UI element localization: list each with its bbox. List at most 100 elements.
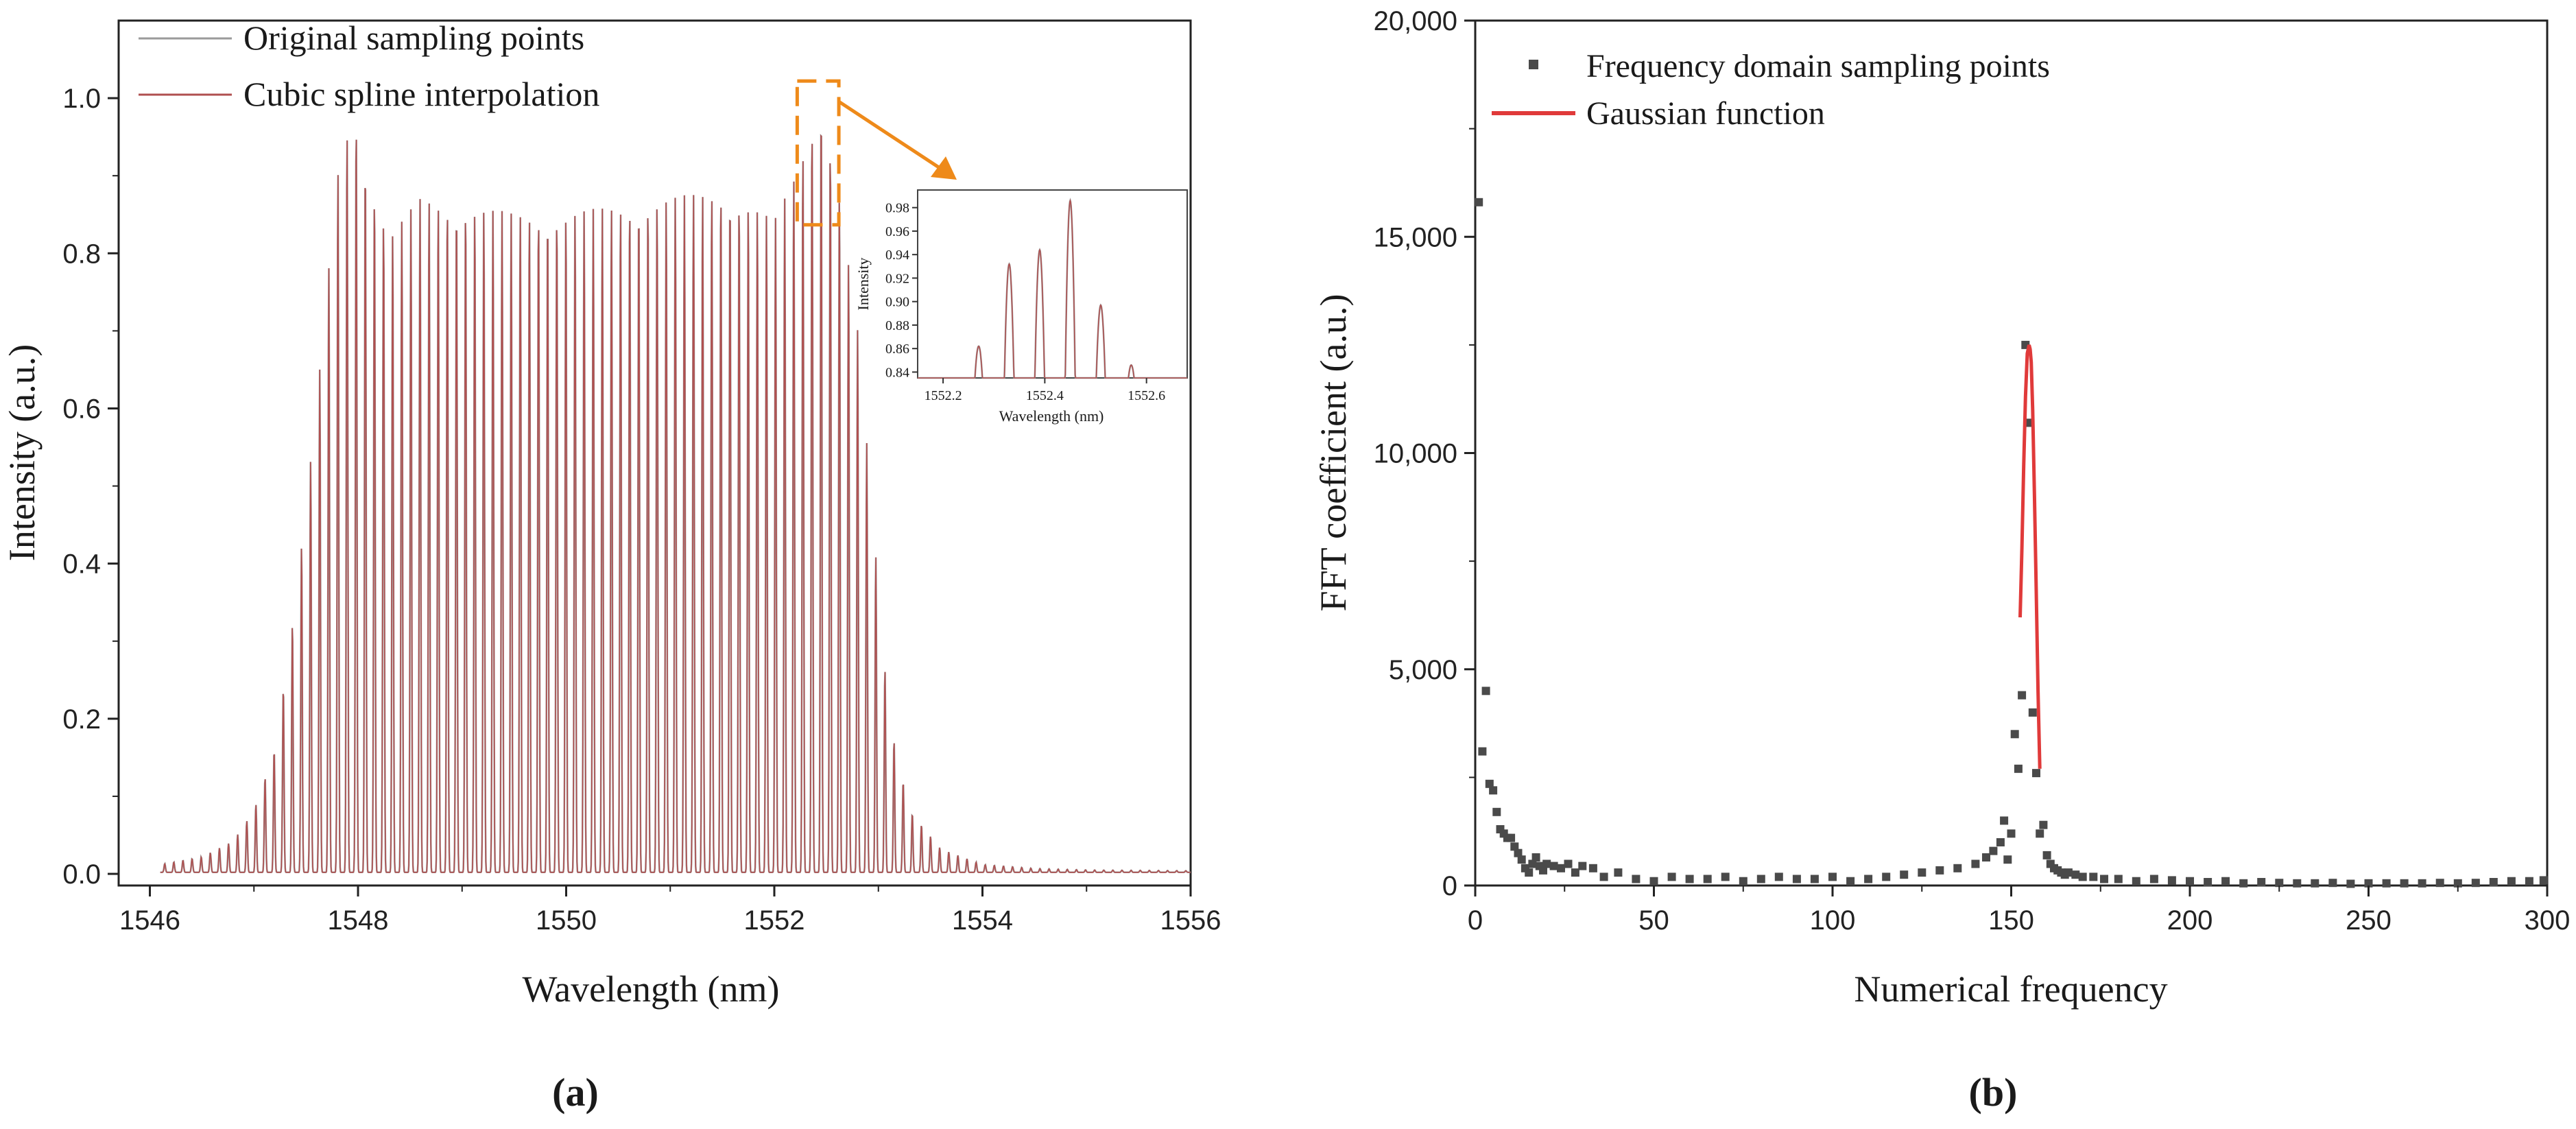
fft-sample-point bbox=[2471, 879, 2480, 888]
fft-sample-point bbox=[1721, 872, 1730, 881]
fft-sample-point bbox=[1685, 875, 1694, 883]
fft-sample-point bbox=[2132, 877, 2140, 886]
y-tick-label: 15,000 bbox=[1374, 222, 1457, 252]
inset-y-axis: 0.84 0.86 0.88 0.90 0.92 0.94 0.96 0.98 bbox=[885, 201, 918, 380]
fft-sample-point bbox=[2489, 878, 2498, 886]
fft-sample-point bbox=[2042, 851, 2051, 859]
fft-sample-point bbox=[1882, 872, 1891, 881]
fft-sample-point bbox=[1475, 198, 1483, 206]
fft-sample-point bbox=[2204, 878, 2213, 886]
fft-sample-point bbox=[2257, 878, 2266, 886]
panel-a-y-axis: 0.0 0.2 0.4 0.6 0.8 1.0 bbox=[62, 84, 119, 890]
x-tick-label: 1552 bbox=[744, 905, 805, 936]
fft-sample-point bbox=[1531, 853, 1540, 861]
fft-sample-point bbox=[1571, 868, 1579, 877]
y-tick-label: 0.6 bbox=[62, 394, 101, 424]
fft-sample-point bbox=[2003, 855, 2012, 864]
fft-sample-point bbox=[2078, 872, 2087, 881]
fft-sample-point bbox=[1525, 868, 1534, 877]
x-tick-label: 100 bbox=[1810, 905, 1856, 936]
panel-b-x-axis-label: Numerical frequency bbox=[1854, 968, 2167, 1010]
fft-sample-point bbox=[1864, 875, 1873, 883]
fft-sample-point bbox=[1996, 838, 2005, 846]
fft-sample-point bbox=[2346, 879, 2355, 888]
x-tick-label: 1550 bbox=[536, 905, 597, 936]
inset-plot-frame bbox=[917, 189, 1188, 379]
inset-y-tick-label: 0.88 bbox=[885, 318, 909, 333]
x-tick-label: 200 bbox=[2167, 905, 2213, 936]
fft-sample-point bbox=[2007, 829, 2016, 838]
fft-sample-point bbox=[2382, 879, 2391, 888]
y-tick-label: 0.4 bbox=[62, 549, 101, 580]
fft-sample-point bbox=[2025, 418, 2034, 427]
fft-sample-point bbox=[1792, 875, 1801, 883]
panel-a-inset: 1552.2 1552.4 1552.6 0.840.860.880.900.920… bbox=[855, 189, 1188, 425]
fft-sample-point bbox=[2036, 829, 2044, 838]
fft-sample-point bbox=[2100, 875, 2108, 883]
inset-x-tick-label: 1552.2 bbox=[925, 388, 962, 403]
fft-sample-point bbox=[2364, 879, 2373, 888]
panel-b: 0 50 100 150 200 250 300 0 5,000 10,000 15,000 20,… bbox=[1313, 6, 2570, 1115]
fft-sample-point bbox=[1828, 872, 1837, 881]
fft-sample-point bbox=[2539, 876, 2548, 885]
fft-sample-point bbox=[1588, 864, 1597, 872]
fft-sample-point bbox=[2275, 879, 2284, 888]
fft-sample-point bbox=[1549, 861, 1558, 870]
fft-sample-point bbox=[1599, 872, 1608, 881]
fft-sample-point bbox=[1485, 779, 1494, 788]
fft-sample-point bbox=[1528, 859, 1537, 868]
fft-sample-point bbox=[1507, 833, 1516, 842]
inset-y-tick-label: 0.96 bbox=[885, 224, 909, 239]
inset-x-tick-label: 1552.6 bbox=[1128, 388, 1165, 403]
cubic-spline-trace bbox=[160, 134, 1191, 873]
legend-label-gaussian: Gaussian function bbox=[1586, 95, 1825, 132]
fft-sample-point bbox=[1557, 864, 1565, 872]
y-tick-label: 10,000 bbox=[1374, 439, 1457, 469]
panel-a-plot-frame bbox=[117, 19, 1192, 887]
fft-sample-point bbox=[1492, 807, 1501, 816]
y-tick-label: 0.8 bbox=[62, 239, 101, 269]
fft-sample-point bbox=[1953, 864, 1962, 872]
panel-a: 1546 1548 1550 1552 1554 1556 0.0 0.2 0.4 0.6 0.8… bbox=[1, 19, 1221, 1115]
fft-sample-point bbox=[1510, 842, 1519, 851]
fft-sampling-points bbox=[1475, 198, 2548, 888]
fft-sample-point bbox=[1703, 875, 1712, 883]
zoom-region-box bbox=[795, 79, 841, 227]
x-tick-label: 1554 bbox=[952, 905, 1013, 936]
fft-sample-point bbox=[2293, 879, 2302, 888]
inset-y-tick-label: 0.98 bbox=[885, 201, 909, 216]
fft-sample-point bbox=[2028, 708, 2037, 717]
inset-spline-trace bbox=[918, 198, 1187, 379]
fft-sample-point bbox=[1614, 868, 1623, 877]
fft-sample-point bbox=[1739, 877, 1748, 886]
fft-sample-point bbox=[2018, 691, 2027, 700]
fft-sample-point bbox=[1478, 747, 1487, 756]
fft-sample-point bbox=[1649, 877, 1658, 886]
inset-x-axis-label: Wavelength (nm) bbox=[999, 407, 1104, 425]
fft-sample-point bbox=[1982, 853, 1990, 861]
inset-y-axis-label: Intensity bbox=[855, 258, 872, 311]
gaussian-fit-curve bbox=[2018, 344, 2042, 769]
panel-a-x-axis-label: Wavelength (nm) bbox=[522, 968, 779, 1010]
fft-sample-point bbox=[2071, 870, 2080, 879]
fft-sample-point bbox=[2089, 872, 2098, 881]
fft-sample-point bbox=[2000, 816, 2009, 825]
fft-sample-point bbox=[1632, 875, 1641, 883]
x-tick-label: 0 bbox=[1468, 905, 1483, 936]
fft-sample-point bbox=[1542, 859, 1551, 868]
fft-sample-point bbox=[2221, 877, 2230, 886]
panel-a-y-axis-label: Intensity (a.u.) bbox=[1, 344, 43, 561]
panel-a-x-axis: 1546 1548 1550 1552 1554 1556 bbox=[119, 886, 1221, 936]
y-tick-label: 20,000 bbox=[1374, 6, 1457, 36]
fft-sample-point bbox=[1810, 875, 1819, 883]
legend-label-fft-points: Frequency domain sampling points bbox=[1586, 48, 2050, 84]
fft-sample-point bbox=[1481, 687, 1490, 696]
fft-sample-point bbox=[1918, 868, 1927, 877]
fft-sample-point bbox=[1517, 855, 1526, 864]
fft-sample-point bbox=[1971, 859, 1980, 868]
fft-sample-point bbox=[1578, 861, 1587, 870]
x-tick-label: 50 bbox=[1638, 905, 1669, 936]
fft-sample-point bbox=[2010, 730, 2019, 739]
fft-sample-point bbox=[2453, 879, 2462, 888]
